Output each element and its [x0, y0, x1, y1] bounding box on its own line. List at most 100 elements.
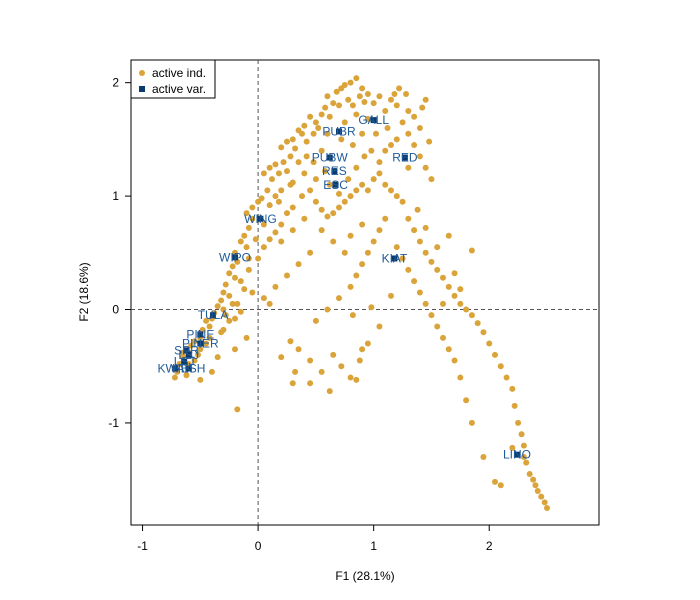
- individual-point: [197, 376, 204, 383]
- variable-label: KWAK: [157, 361, 192, 375]
- y-tick-label: -1: [108, 416, 119, 430]
- individual-point: [359, 130, 366, 137]
- individual-point: [411, 142, 418, 149]
- individual-point: [520, 453, 527, 460]
- individual-point: [245, 224, 252, 231]
- individual-point: [416, 153, 423, 160]
- individual-point: [347, 79, 354, 86]
- individual-point: [307, 357, 314, 364]
- individual-point: [289, 380, 296, 387]
- individual-point: [260, 221, 267, 228]
- individual-point: [272, 283, 279, 290]
- individual-point: [480, 329, 487, 336]
- individual-point: [376, 227, 383, 234]
- individual-point: [353, 187, 360, 194]
- variable-marker: [257, 215, 264, 222]
- individual-point: [370, 238, 377, 245]
- individual-point: [492, 478, 498, 485]
- individual-point: [364, 340, 371, 347]
- variable-label: LINO: [503, 448, 531, 462]
- individual-point: [260, 295, 267, 302]
- individual-point: [416, 238, 423, 245]
- individual-point: [532, 482, 539, 489]
- variable-marker: [185, 365, 192, 372]
- variable-marker: [326, 154, 333, 161]
- individual-point: [284, 138, 290, 145]
- individual-point: [272, 161, 279, 168]
- individual-point: [440, 300, 446, 307]
- individual-point: [214, 303, 221, 310]
- individual-point: [338, 363, 345, 370]
- individual-point: [318, 368, 325, 375]
- variable-label: ESC: [323, 178, 348, 192]
- variable-marker: [197, 331, 204, 338]
- individual-point: [347, 193, 354, 200]
- individual-point: [278, 221, 285, 228]
- individual-point: [457, 300, 464, 307]
- individual-point: [353, 272, 360, 279]
- individual-point: [382, 181, 389, 188]
- individual-point: [492, 351, 498, 358]
- individual-point: [220, 289, 227, 296]
- individual-point: [312, 176, 319, 183]
- individual-point: [364, 91, 371, 98]
- variable-label: LSJ: [174, 355, 195, 369]
- individual-point: [268, 176, 275, 183]
- variable-marker: [181, 358, 188, 365]
- individual-point: [359, 346, 366, 353]
- individual-point: [503, 374, 510, 381]
- individual-point: [391, 91, 398, 98]
- y-tick-label: 2: [112, 76, 119, 90]
- individual-point: [451, 270, 458, 277]
- individual-point: [234, 258, 241, 265]
- individual-point: [318, 206, 325, 213]
- individual-point: [295, 346, 302, 353]
- individual-point: [382, 108, 389, 115]
- individual-point: [222, 281, 229, 288]
- individual-point: [445, 346, 452, 353]
- individual-point: [229, 300, 236, 307]
- individual-point: [411, 227, 418, 234]
- individual-point: [523, 459, 530, 466]
- individual-point: [299, 193, 306, 200]
- individual-point: [243, 210, 250, 217]
- individual-point: [322, 168, 329, 175]
- individual-point: [414, 206, 421, 213]
- individual-point: [303, 153, 310, 160]
- individual-point: [388, 187, 394, 194]
- individual-point: [284, 210, 290, 217]
- individual-point: [307, 380, 314, 387]
- variable-marker: [232, 254, 238, 261]
- individual-point: [403, 91, 410, 98]
- individual-point: [289, 136, 296, 143]
- individual-point: [416, 289, 423, 296]
- individual-point: [180, 354, 186, 361]
- individual-point: [326, 181, 333, 188]
- reference-lines: [131, 60, 599, 525]
- individual-point: [336, 102, 342, 109]
- individual-point: [237, 238, 244, 245]
- individual-point: [275, 170, 282, 177]
- individual-point: [345, 176, 352, 183]
- legend-circle-icon: [139, 70, 145, 76]
- variable-marker: [210, 312, 217, 319]
- variable-label: PINE: [186, 327, 214, 341]
- individual-point: [384, 125, 391, 132]
- individual-point: [497, 363, 504, 370]
- variable-marker: [183, 347, 190, 354]
- individual-point: [272, 193, 279, 200]
- variable-label: HESH: [172, 361, 205, 375]
- variable-label: PUBW: [312, 151, 349, 165]
- plot-frame: [130, 59, 600, 526]
- individual-point: [544, 504, 550, 511]
- individual-point: [434, 266, 441, 273]
- individual-point: [347, 232, 354, 239]
- x-axis: -1 0 1 2: [137, 525, 493, 553]
- individual-point: [255, 198, 262, 205]
- individual-point: [287, 153, 294, 160]
- individual-point: [289, 204, 296, 211]
- individual-point: [278, 187, 285, 194]
- individual-point: [353, 164, 360, 171]
- individual-point: [405, 266, 412, 273]
- individual-point: [364, 249, 371, 256]
